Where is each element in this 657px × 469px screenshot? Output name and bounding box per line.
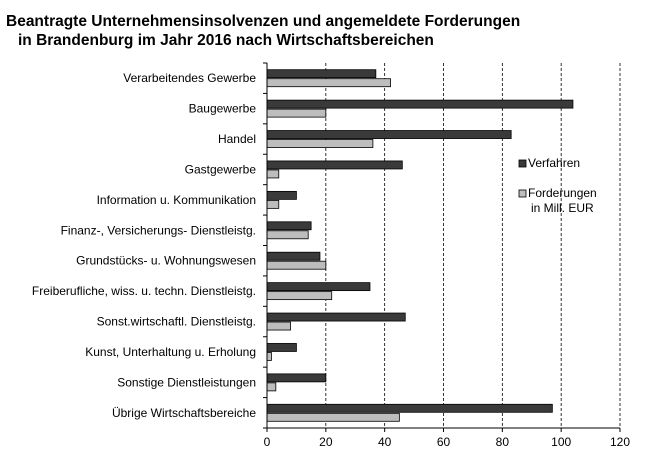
category-label-7: Grundstücks- u. Wohnungswesen: [76, 254, 256, 268]
bar-verfahren-8: [266, 282, 371, 292]
bar-verfahren-11: [266, 373, 327, 383]
bar-forderungen-9: [266, 321, 291, 331]
x-tick-label-40: 40: [378, 435, 392, 449]
bar-forderungen-2: [266, 108, 327, 118]
bar-forderungen-4: [266, 169, 280, 179]
category-label-1: Verarbeitendes Gewerbe: [123, 71, 256, 85]
chart-title: Beantragte Unternehmensinsolvenzen und a…: [6, 12, 520, 50]
category-label-5: Information u. Kommunikation: [97, 193, 256, 207]
category-label-10: Kunst, Unterhaltung u. Erholung: [85, 345, 256, 359]
x-tick-label-60: 60: [437, 435, 451, 449]
x-tick-label-100: 100: [551, 435, 571, 449]
chart-title-line-1: Beantragte Unternehmensinsolvenzen und a…: [6, 13, 521, 30]
category-label-3: Handel: [218, 132, 256, 146]
category-label-12: Übrige Wirtschaftsbereiche: [112, 406, 256, 420]
legend-swatch-forderungen: [518, 189, 527, 198]
category-label-11: Sonstige Dienstleistungen: [117, 375, 256, 389]
x-tick-label-0: 0: [264, 435, 271, 449]
legend-swatch-verfahren: [518, 159, 527, 168]
category-label-4: Gastgewerbe: [185, 162, 257, 176]
bar-forderungen-7: [266, 260, 327, 270]
bar-forderungen-5: [266, 199, 280, 209]
bar-forderungen-8: [266, 291, 333, 301]
bar-verfahren-9: [266, 312, 406, 322]
x-tick-label-80: 80: [496, 435, 510, 449]
chart-title-line-2: in Brandenburg im Jahr 2016 nach Wirtsch…: [18, 32, 434, 49]
category-label-2: Baugewerbe: [189, 102, 257, 116]
legend-label-verfahren: Verfahren: [528, 156, 580, 170]
category-label-8: Freiberufliche, wiss. u. techn. Dienstle…: [32, 284, 256, 298]
legend-label-forderungen-line-1: Forderungen: [528, 186, 597, 200]
bar-verfahren-7: [266, 251, 321, 261]
bar-verfahren-3: [266, 130, 512, 139]
category-label-6: Finanz-, Versicherungs- Dienstleistg.: [61, 223, 256, 237]
category-label-9: Sonst.wirtschaftl. Dienstleistg.: [97, 315, 256, 329]
bar-forderungen-11: [266, 382, 277, 392]
bar-verfahren-4: [266, 160, 403, 170]
bar-forderungen-6: [266, 230, 309, 240]
bar-verfahren-1: [266, 69, 377, 79]
bar-verfahren-12: [266, 403, 553, 413]
legend-label-forderungen-line-2: in Mill. EUR: [531, 201, 594, 215]
bar-verfahren-6: [266, 221, 312, 231]
x-tick-label-20: 20: [319, 435, 333, 449]
bar-forderungen-12: [266, 412, 400, 422]
bar-verfahren-5: [266, 190, 297, 200]
bar-forderungen-10: [266, 352, 272, 361]
bar-verfahren-2: [266, 99, 574, 109]
bar-forderungen-1: [266, 78, 391, 88]
bar-forderungen-3: [266, 139, 374, 148]
x-tick-label-120: 120: [610, 435, 630, 449]
bar-verfahren-10: [266, 343, 297, 352]
